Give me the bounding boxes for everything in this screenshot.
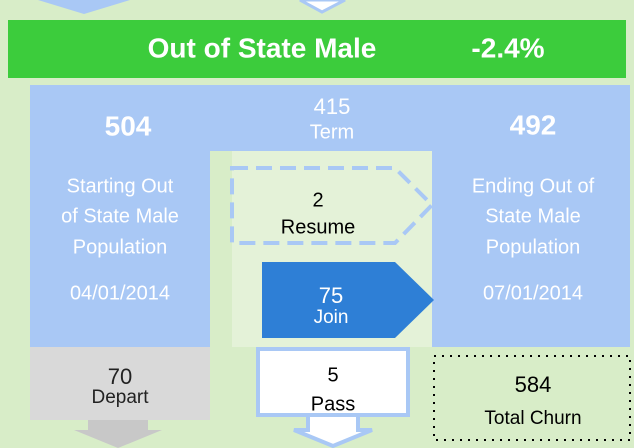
term-area bbox=[210, 85, 432, 151]
start-value: 504 bbox=[105, 110, 152, 141]
resume-arrow bbox=[230, 166, 435, 245]
join-label: Join bbox=[314, 307, 349, 328]
header-title: Out of State Male bbox=[148, 32, 377, 63]
join-arrow bbox=[262, 262, 434, 338]
depart-arrow bbox=[74, 420, 162, 448]
start-label: of State Male bbox=[61, 205, 179, 227]
incoming-arrow bbox=[299, 0, 346, 14]
join-value: 75 bbox=[319, 283, 343, 308]
pass-value: 5 bbox=[327, 364, 338, 386]
pass-arrow bbox=[293, 413, 373, 448]
incoming-arrow bbox=[38, 0, 130, 14]
resume-value: 2 bbox=[312, 189, 323, 211]
end-label: State Male bbox=[485, 205, 581, 227]
pass-label: Pass bbox=[311, 393, 355, 415]
pass-box bbox=[256, 347, 410, 417]
end-date: 07/01/2014 bbox=[483, 282, 583, 304]
resume-label: Resume bbox=[281, 216, 355, 238]
start-column bbox=[30, 85, 210, 347]
churn-label: Total Churn bbox=[484, 408, 581, 429]
depart-value: 70 bbox=[108, 364, 132, 389]
term-label: Term bbox=[310, 121, 354, 143]
depart-label: Depart bbox=[91, 387, 149, 408]
start-label: Starting Out bbox=[67, 175, 174, 197]
end-value: 492 bbox=[510, 109, 557, 140]
header-change: -2.4% bbox=[471, 32, 544, 63]
depart-box bbox=[30, 347, 210, 420]
end-label: Population bbox=[486, 236, 581, 258]
churn-box bbox=[433, 355, 631, 441]
end-column bbox=[432, 85, 630, 347]
term-value: 415 bbox=[314, 94, 351, 119]
header-bar bbox=[8, 20, 626, 78]
start-label: Population bbox=[73, 236, 168, 258]
churn-value: 584 bbox=[515, 372, 552, 397]
end-label: Ending Out of bbox=[472, 175, 595, 197]
start-date: 04/01/2014 bbox=[70, 282, 170, 304]
